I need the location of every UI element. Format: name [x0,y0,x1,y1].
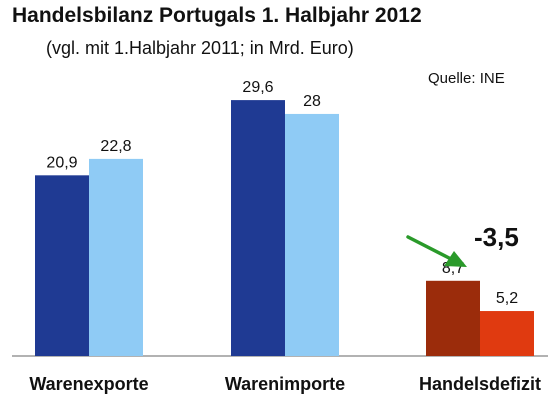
value-label-warenexporte-2011: 22,8 [100,138,131,155]
value-label-handelsdefizit-2011: 5,2 [496,290,518,307]
category-label-handelsdefizit: Handelsdefizit [419,374,541,394]
value-label-warenimporte-2012: 29,6 [242,79,273,96]
trend-arrow-shaft [406,235,453,261]
category-label-warenimporte: Warenimporte [225,374,345,394]
bar-handelsdefizit-2012 [426,280,480,356]
bar-warenexporte-2012 [35,175,89,356]
chart-title: Handelsbilanz Portugals 1. Halbjahr 2012 [12,4,422,27]
value-label-warenexporte-2012: 20,9 [46,154,77,171]
chart-source: Quelle: INE [428,70,505,87]
deficit-change-annotation: -3,5 [474,222,519,252]
trend-arrow-head [444,251,467,267]
bar-warenimporte-2011 [285,113,339,356]
category-label-warenexporte: Warenexporte [29,374,148,394]
bar-warenexporte-2011 [89,158,143,356]
bar-handelsdefizit-2011 [480,311,534,356]
chart-subtitle: (vgl. mit 1.Halbjahr 2011; in Mrd. Euro) [46,38,354,58]
bar-warenimporte-2012 [231,100,285,356]
value-label-warenimporte-2011: 28 [303,93,321,110]
